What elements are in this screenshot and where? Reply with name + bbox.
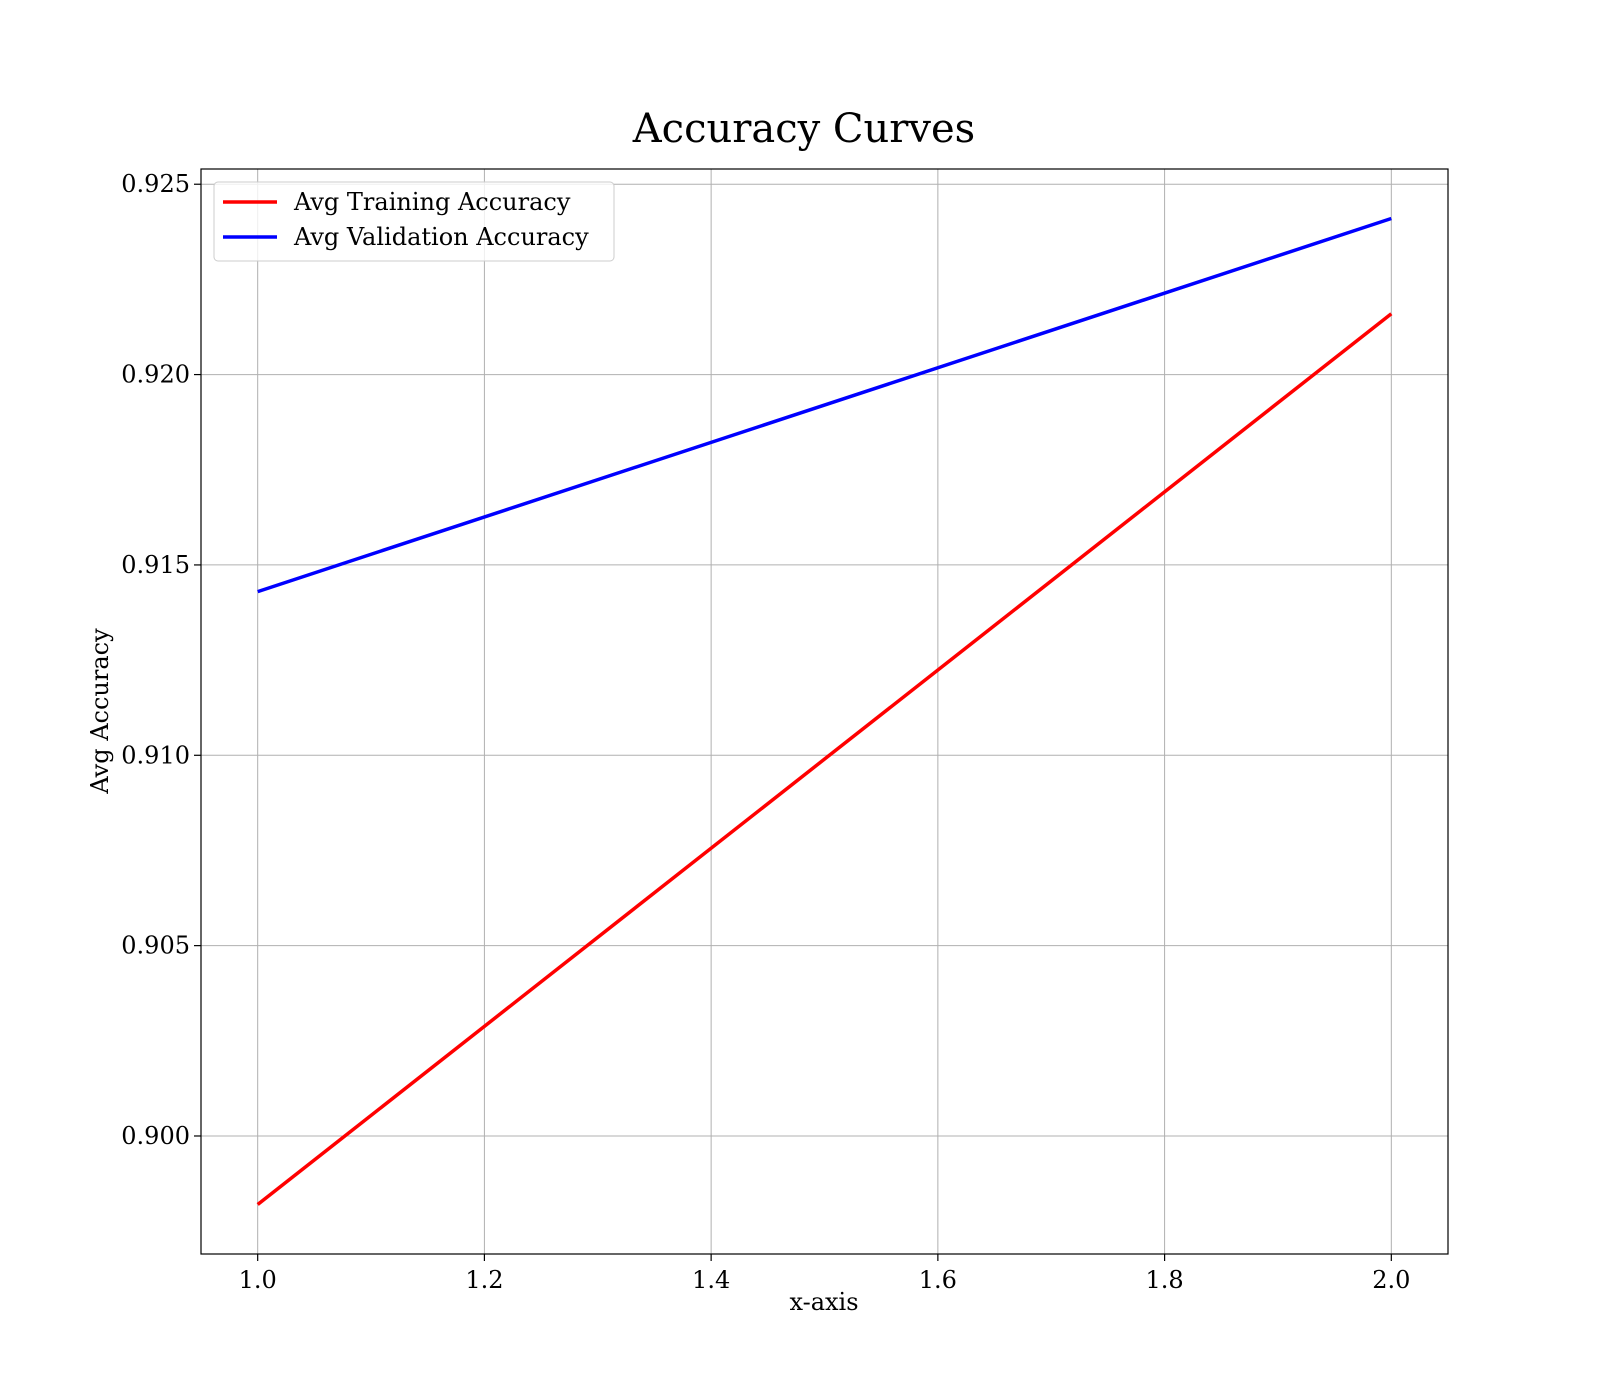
y-tick-label: 0.925 bbox=[121, 170, 190, 198]
x-tick-label: 1.6 bbox=[919, 1266, 957, 1294]
x-tick-label: 1.2 bbox=[465, 1266, 503, 1294]
chart-title: Accuracy Curves bbox=[632, 106, 975, 152]
y-tick-label: 0.915 bbox=[121, 551, 190, 579]
x-tick-label: 2.0 bbox=[1372, 1266, 1410, 1294]
legend-box bbox=[213, 181, 615, 262]
x-tick-label: 1.0 bbox=[239, 1266, 277, 1294]
x-tick-label: 1.8 bbox=[1146, 1266, 1184, 1294]
series-lines bbox=[256, 216, 1393, 1206]
training-accuracy-line bbox=[256, 312, 1393, 1206]
grid-lines bbox=[201, 169, 1448, 1254]
x-axis-label: x-axis bbox=[789, 1288, 858, 1316]
x-tick-label: 1.4 bbox=[692, 1266, 730, 1294]
y-axis-label: Avg Accuracy bbox=[86, 628, 114, 795]
legend-label-validation: Avg Validation Accuracy bbox=[293, 223, 589, 251]
validation-accuracy-line bbox=[257, 216, 1392, 594]
legend: Avg Training Accuracy Avg Validation Acc… bbox=[213, 181, 615, 262]
y-tick-label: 0.905 bbox=[121, 932, 190, 960]
y-tick-label: 0.900 bbox=[121, 1122, 190, 1150]
y-tick-label: 0.920 bbox=[121, 361, 190, 389]
y-tick-label: 0.910 bbox=[121, 741, 190, 769]
x-axis-ticks: 1.0 1.2 1.4 1.6 1.8 2.0 bbox=[239, 1254, 1410, 1294]
plot-area-frame bbox=[200, 168, 1449, 1255]
legend-label-training: Avg Training Accuracy bbox=[293, 188, 571, 216]
y-axis-ticks: 0.900 0.905 0.910 0.915 0.920 0.925 bbox=[121, 170, 201, 1150]
